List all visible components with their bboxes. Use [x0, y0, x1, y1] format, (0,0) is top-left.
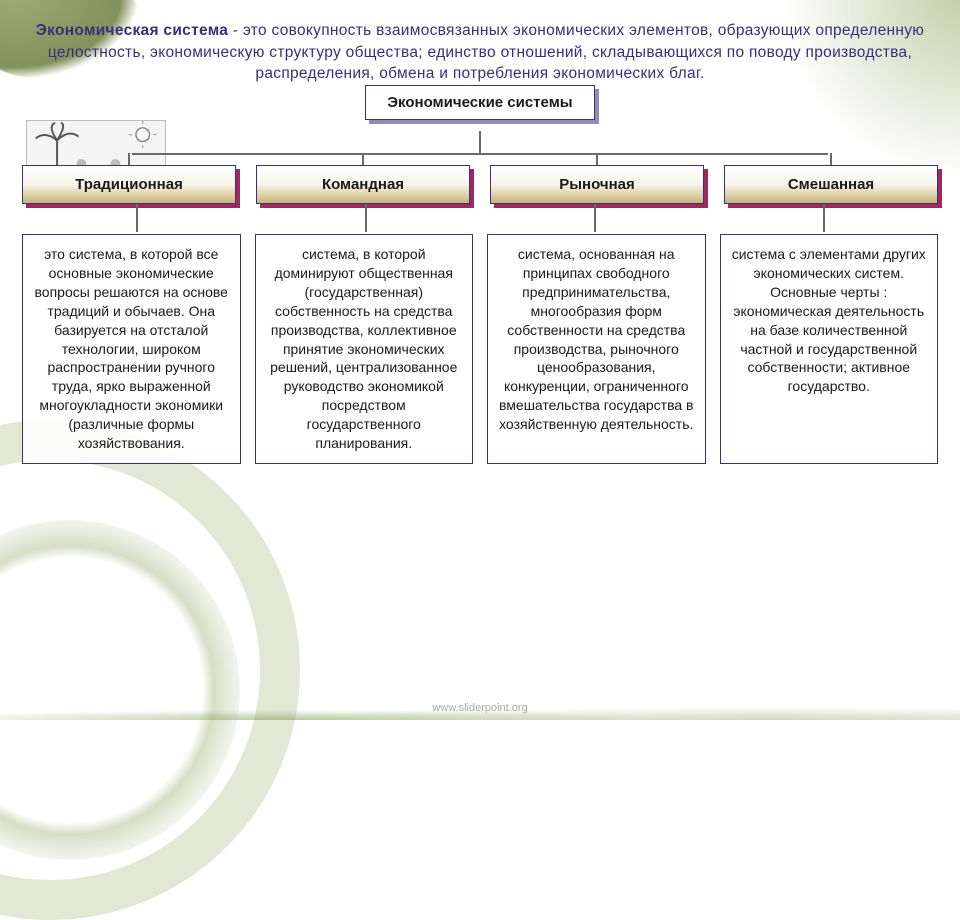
- desc-traditional: это система, в которой все основные экон…: [22, 234, 241, 464]
- child-label-command: Командная: [256, 165, 470, 204]
- page-title: Экономическая система - это совокупность…: [22, 20, 938, 85]
- connector-v-4: [823, 204, 825, 232]
- title-term: Экономическая система: [36, 22, 228, 39]
- connector-drop-4: [830, 153, 832, 165]
- child-node-market: Рыночная: [490, 165, 704, 204]
- connector-drop-1: [128, 153, 130, 165]
- root-node: Экономические системы: [365, 85, 595, 120]
- connector-v-1: [136, 204, 138, 232]
- connector-drop-3: [596, 153, 598, 165]
- root-node-label: Экономические системы: [365, 85, 595, 120]
- child-row: Традиционная Командная Рыночная Смешанна…: [22, 165, 938, 204]
- connector-hline: [132, 153, 828, 155]
- child-node-mixed: Смешанная: [724, 165, 938, 204]
- connector-v-2: [365, 204, 367, 232]
- desc-mixed: система с элементами других экономически…: [720, 234, 939, 464]
- desc-row: это система, в которой все основные экон…: [22, 234, 938, 464]
- child-node-traditional: Традиционная: [22, 165, 236, 204]
- child-label-mixed: Смешанная: [724, 165, 938, 204]
- child-node-command: Командная: [256, 165, 470, 204]
- child-label-traditional: Традиционная: [22, 165, 236, 204]
- footer-credit: www.sliderpoint.org: [432, 702, 527, 714]
- child-label-market: Рыночная: [490, 165, 704, 204]
- desc-market: система, основанная на принципах свободн…: [487, 234, 706, 464]
- desc-command: система, в которой доминируют общественн…: [255, 234, 474, 464]
- connector-root-vline: [479, 131, 481, 153]
- org-chart: Экономические системы Традиционная Коман…: [22, 165, 938, 464]
- connector-drop-2: [362, 153, 364, 165]
- connector-v-3: [594, 204, 596, 232]
